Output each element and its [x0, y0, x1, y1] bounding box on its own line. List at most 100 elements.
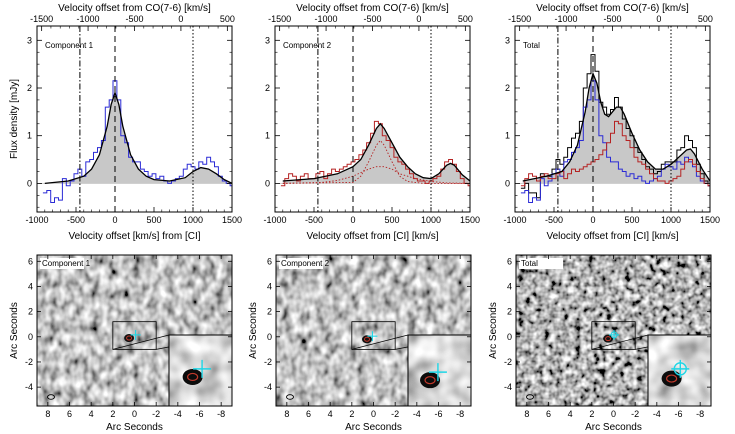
- zoom-connector: [591, 334, 649, 350]
- y-tick-label: 4: [267, 281, 272, 291]
- plot-area: [37, 26, 232, 212]
- x-tick-label: 1000: [661, 215, 681, 225]
- x-tick-label: -2: [391, 409, 399, 419]
- noise-map: Total: [516, 255, 711, 406]
- y-tick-label: 1: [505, 131, 510, 141]
- y-tick-label: 4: [28, 281, 33, 291]
- x-tick-label: 500: [624, 215, 639, 225]
- panel-label: Component 2: [283, 41, 332, 50]
- fit-fill: [44, 92, 232, 184]
- y-tick-label: -4: [264, 382, 272, 392]
- x-tick-label: 0: [112, 215, 117, 225]
- spectrum-panel: -1000 -500 0 500 1000 1500 -1500 -1000 -500 0 500 0…: [503, 3, 720, 242]
- y-tick-label: 2: [28, 307, 33, 317]
- plot-area: [275, 26, 470, 212]
- y-tick-label: 0: [265, 178, 270, 188]
- image-panel: Component 2 8 6 4 2 0 -2 -4 -6 -8 -4 -2 0 2 4 6 Arc Seco…: [248, 254, 472, 433]
- inset-source-blob: [420, 372, 441, 389]
- x-tick-label: -500: [67, 215, 85, 225]
- y-tick-label: 0: [507, 332, 512, 342]
- x-axis-label: Arc Seconds: [345, 422, 402, 433]
- top-x-tick-label: -500: [125, 14, 143, 24]
- y-tick-label: 3: [265, 35, 270, 45]
- inset-red-ellipse: [187, 372, 199, 382]
- inset-frame: [168, 334, 232, 406]
- x-tick-label: -2: [631, 409, 639, 419]
- fit-fill: [282, 123, 470, 184]
- y-tick-label: 2: [265, 83, 270, 93]
- x-tick-label: 6: [67, 409, 72, 419]
- beam-ellipse: [286, 394, 294, 400]
- x-tick-label: -1000: [503, 215, 526, 225]
- panel-label: Total: [521, 259, 538, 268]
- red-ellipse-marker: [605, 336, 612, 342]
- x-tick-label: -4: [653, 409, 661, 419]
- top-x-tick-label: -500: [363, 14, 381, 24]
- y-tick-label: 1: [265, 131, 270, 141]
- x-tick-label: -6: [434, 409, 442, 419]
- top-x-tick-label: 500: [220, 14, 235, 24]
- histogram-line: [520, 120, 710, 187]
- x-tick-label: 500: [384, 215, 399, 225]
- x-tick-label: 4: [328, 409, 333, 419]
- y-tick-label: -4: [25, 382, 33, 392]
- zoom-region-box: [351, 321, 396, 350]
- source-blob: [124, 334, 135, 343]
- x-tick-label: 0: [371, 409, 376, 419]
- y-tick-label: -2: [25, 357, 33, 367]
- x-tick-label: -8: [217, 409, 225, 419]
- red-ellipse-marker: [126, 335, 133, 341]
- x-tick-label: 6: [306, 409, 311, 419]
- histogram-line: [42, 80, 232, 203]
- x-tick-label: -1000: [25, 215, 48, 225]
- y-tick-label: 6: [28, 256, 33, 266]
- x-tick-label: 1000: [421, 215, 441, 225]
- inset-texture: [408, 335, 471, 406]
- x-tick-label: -4: [174, 409, 182, 419]
- inset-texture: [648, 335, 711, 406]
- x-tick-label: 4: [568, 409, 573, 419]
- plot-frame: [274, 25, 471, 213]
- x-tick-label: -8: [696, 409, 704, 419]
- panel-label: Component 1: [45, 41, 94, 50]
- x-tick-label: 4: [89, 409, 94, 419]
- image-panel: Total 8 6 4 2 0 -2 -4 -6 -8 -4 -2 0 2 4 6 Arc Seconds Arc…: [488, 254, 712, 433]
- x-tick-label: -4: [413, 409, 421, 419]
- fit-line: [282, 122, 470, 182]
- x-tick-label: 6: [546, 409, 551, 419]
- source-blob: [362, 335, 372, 344]
- y-tick-label: 0: [505, 178, 510, 188]
- top-x-tick-label: -1500: [268, 14, 291, 24]
- x-tick-label: 1000: [183, 215, 203, 225]
- x-tick-label: 1500: [222, 215, 242, 225]
- top-x-tick-label: 0: [416, 14, 421, 24]
- top-x-axis-label: Velocity offset from CO(7-6) [km/s]: [58, 3, 211, 14]
- spectrum-panel: -1000 -500 0 500 1000 1500 -1500 -1000 -500 0 500 0…: [9, 3, 242, 242]
- x-tick-label: 0: [590, 215, 595, 225]
- x-tick-label: 0: [350, 215, 355, 225]
- y-tick-label: 0: [267, 332, 272, 342]
- x-tick-label: 500: [146, 215, 161, 225]
- top-x-tick-label: 0: [178, 14, 183, 24]
- x-tick-label: 1500: [700, 215, 720, 225]
- top-x-axis-label: Velocity offset from CO(7-6) [km/s]: [536, 3, 689, 14]
- y-tick-label: 6: [507, 256, 512, 266]
- y-axis-label: Arc Seconds: [9, 302, 20, 359]
- y-axis-label: Arc Seconds: [248, 302, 259, 359]
- y-tick-label: 6: [267, 256, 272, 266]
- source-blob: [603, 334, 614, 343]
- zoom-connector: [351, 334, 409, 350]
- top-x-tick-label: -1000: [315, 14, 338, 24]
- red-ellipse-marker: [364, 336, 370, 342]
- inset-texture: [169, 335, 232, 406]
- x-axis-label: Velocity offset [km/s] from [CI]: [68, 231, 200, 242]
- histogram-line: [520, 54, 710, 199]
- y-tick-label: 4: [507, 281, 512, 291]
- x-tick-label: -500: [305, 215, 323, 225]
- x-tick-label: 1500: [460, 215, 480, 225]
- panel-label-backdrop: [279, 258, 323, 269]
- x-tick-label: -6: [674, 409, 682, 419]
- panel-label: Component 2: [281, 259, 330, 268]
- fit-line: [44, 90, 232, 185]
- y-tick-label: 2: [27, 83, 32, 93]
